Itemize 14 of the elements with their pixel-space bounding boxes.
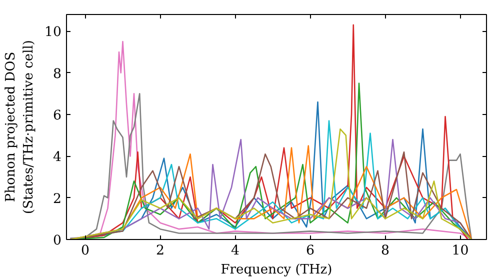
x-tick-label: 0 [81,244,90,258]
x-tick-label: 10 [452,244,469,258]
y-tick-label: 10 [44,25,62,40]
y-tick-label: 2 [53,192,62,207]
x-tick-label: 4 [231,244,240,258]
y-tick-label: 8 [53,66,62,82]
x-tick-label: 6 [306,244,314,258]
y-axis-title: Phonon projected DOS (States/THz·primitive cell) [4,40,37,214]
y-tick-label: 4 [53,150,62,166]
y-tick-label: 0 [53,234,62,248]
x-tick-label: 8 [381,244,390,258]
x-axis-title: Frequency (THz) [220,262,332,278]
y-tick-label: 6 [53,108,62,124]
x-tick-label: 2 [156,244,164,258]
